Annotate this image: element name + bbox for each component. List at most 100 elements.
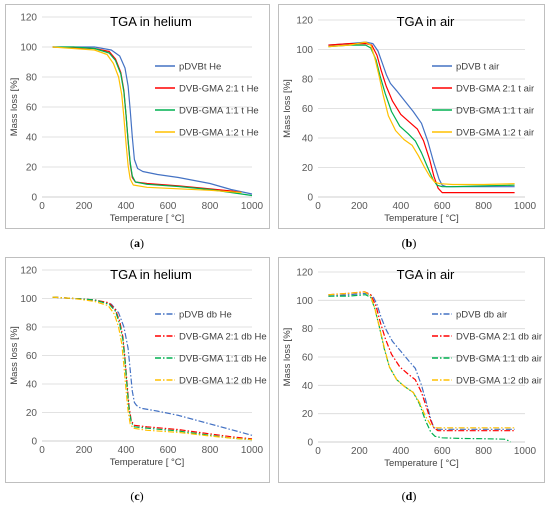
y-tick-label: 120	[296, 16, 313, 27]
series-line-3	[328, 44, 515, 188]
y-tick-label: 80	[26, 323, 38, 334]
series-line-2	[328, 291, 515, 432]
panel-frame	[5, 4, 270, 229]
y-tick-label: 100	[296, 45, 313, 56]
x-tick-label: 800	[202, 445, 219, 456]
legend-entry: DVB-GMA 1:2 t air	[456, 128, 534, 139]
x-tick-label: 800	[475, 201, 492, 212]
x-tick-label: 400	[392, 446, 409, 457]
x-axis-label: Temperature [ °C]	[384, 458, 459, 469]
series-line-1	[52, 46, 253, 195]
panel-a: 0 20 40 60 80 100 120 0 200 400 600 800 1000 TGA in h…	[5, 4, 270, 250]
chart-title: TGA in helium	[110, 14, 192, 29]
x-tick-label: 0	[315, 201, 321, 212]
y-tick-label: 60	[26, 103, 38, 114]
panel-caption: (a)	[130, 236, 144, 250]
x-tick-label: 1000	[514, 446, 537, 457]
y-tick-label: 120	[296, 268, 313, 279]
y-tick-label: 40	[302, 134, 314, 145]
y-axis-label: Mass loss [%]	[9, 326, 20, 385]
x-axis-label: Temperature [ °C]	[110, 213, 185, 224]
legend-entry: DVB-GMA 2:1 t air	[456, 84, 534, 95]
y-tick-label: 0	[307, 193, 313, 204]
x-tick-label: 600	[434, 446, 451, 457]
x-tick-label: 0	[39, 445, 45, 456]
series-line-1	[328, 292, 515, 430]
y-tick-label: 100	[296, 296, 313, 307]
panel-b: 0 20 40 60 80 100 120 0 200 400 600 800 1000 TGA in a…	[278, 4, 545, 250]
x-tick-label: 600	[160, 201, 177, 212]
legend-entry: DVB-GMA 2:1 t He	[179, 84, 259, 95]
legend-entry: DVB-GMA 1:1 t He	[179, 106, 259, 117]
x-tick-label: 1000	[241, 201, 264, 212]
y-axis-label: Mass loss [%]	[282, 79, 293, 138]
y-tick-label: 80	[302, 324, 314, 335]
x-tick-label: 200	[351, 201, 368, 212]
series-line-1	[52, 296, 253, 436]
y-tick-label: 60	[302, 104, 314, 115]
series-line-4	[52, 296, 253, 441]
y-tick-label: 100	[20, 43, 37, 54]
y-axis-label: Mass loss [%]	[282, 328, 293, 387]
y-tick-label: 120	[20, 266, 37, 277]
series-line-4	[52, 46, 242, 194]
x-tick-label: 200	[76, 445, 93, 456]
x-axis-label: Temperature [ °C]	[384, 213, 459, 224]
y-tick-label: 20	[26, 163, 38, 174]
series-line-4	[328, 291, 515, 429]
chart-title: TGA in helium	[110, 267, 192, 282]
y-tick-label: 0	[31, 193, 37, 204]
legend-entry: pDVB db He	[179, 310, 232, 321]
series-line-3	[52, 296, 253, 441]
x-tick-label: 1000	[514, 201, 537, 212]
y-tick-label: 100	[20, 294, 37, 305]
panel-frame	[278, 4, 545, 229]
y-tick-label: 60	[26, 351, 38, 362]
legend-entry: DVB-GMA 2:1 db He	[179, 332, 267, 343]
legend-entry: DVB-GMA 1:2 db He	[179, 376, 267, 387]
chart-title: TGA in air	[397, 14, 455, 29]
legend-entry: DVB-GMA 1:1 t air	[456, 106, 534, 117]
y-tick-label: 60	[302, 353, 314, 364]
y-tick-label: 40	[302, 381, 314, 392]
series-line-2	[328, 42, 515, 194]
y-tick-label: 20	[302, 163, 314, 174]
series-line-3	[52, 46, 253, 197]
x-tick-label: 400	[118, 201, 135, 212]
y-tick-label: 80	[302, 75, 314, 86]
series-line-4	[328, 41, 515, 186]
y-tick-label: 80	[26, 73, 38, 84]
panel-caption: (b)	[402, 236, 417, 250]
panel-caption: (d)	[402, 489, 417, 503]
legend-entry: DVB-GMA 1:1 db He	[179, 354, 267, 365]
x-tick-label: 200	[76, 201, 93, 212]
panel-frame	[5, 257, 270, 483]
x-tick-label: 800	[475, 446, 492, 457]
legend-entry: pDVBt He	[179, 62, 221, 73]
x-tick-label: 400	[392, 201, 409, 212]
x-tick-label: 600	[160, 445, 177, 456]
x-tick-label: 800	[202, 201, 219, 212]
x-tick-label: 400	[118, 445, 135, 456]
y-tick-label: 120	[20, 13, 37, 24]
x-axis-label: Temperature [ °C]	[110, 457, 185, 468]
panel-d: 0 20 40 60 80 100 120 0 200 400 600 800 1000 TGA in a…	[278, 257, 545, 503]
y-tick-label: 0	[307, 438, 313, 449]
y-tick-label: 40	[26, 380, 38, 391]
y-tick-label: 0	[31, 437, 37, 448]
y-tick-label: 20	[302, 409, 314, 420]
y-tick-label: 40	[26, 133, 38, 144]
legend-entry: DVB-GMA 1:1 db air	[456, 354, 542, 365]
x-tick-label: 600	[434, 201, 451, 212]
chart-title: TGA in air	[397, 267, 455, 282]
x-tick-label: 200	[351, 446, 368, 457]
y-tick-label: 20	[26, 408, 38, 419]
x-tick-label: 1000	[241, 445, 264, 456]
legend-entry: pDVB t air	[456, 62, 499, 73]
legend-entry: DVB-GMA 1:2 t He	[179, 128, 259, 139]
y-axis-label: Mass loss [%]	[9, 78, 20, 137]
x-tick-label: 0	[39, 201, 45, 212]
panel-caption: (c)	[130, 489, 143, 503]
legend-entry: pDVB db air	[456, 310, 507, 321]
